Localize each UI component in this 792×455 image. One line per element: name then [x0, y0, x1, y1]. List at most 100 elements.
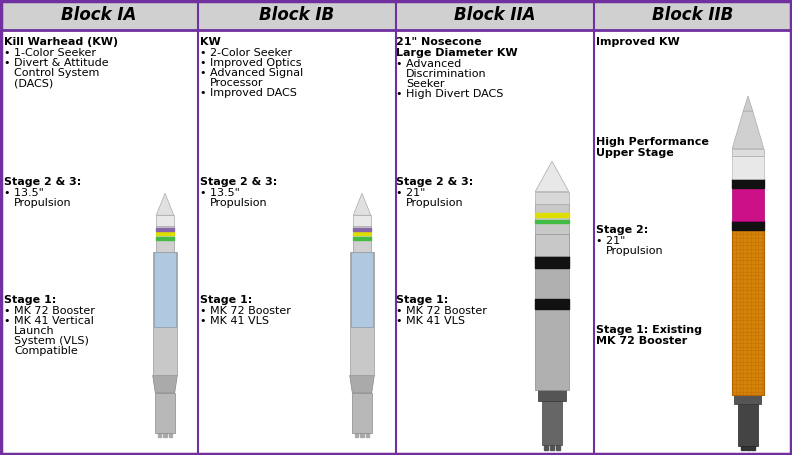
- Text: 21" Nosecone: 21" Nosecone: [396, 37, 482, 47]
- Text: Block IIB: Block IIB: [653, 6, 733, 24]
- Text: Propulsion: Propulsion: [210, 198, 268, 208]
- Bar: [733, 221, 763, 230]
- Bar: [158, 433, 162, 437]
- Bar: [0, 0, 198, 30]
- Bar: [352, 393, 371, 433]
- Bar: [535, 203, 569, 234]
- Bar: [746, 445, 750, 450]
- Text: Propulsion: Propulsion: [14, 198, 71, 208]
- Text: KW: KW: [200, 37, 221, 47]
- Text: MK 72 Booster: MK 72 Booster: [596, 336, 687, 346]
- Text: Large Diameter KW: Large Diameter KW: [396, 48, 518, 58]
- Bar: [353, 232, 371, 235]
- Bar: [155, 393, 175, 433]
- Bar: [752, 445, 755, 450]
- Bar: [366, 433, 369, 437]
- Text: Compatible: Compatible: [14, 346, 78, 356]
- Bar: [738, 404, 758, 445]
- Text: • MK 72 Booster: • MK 72 Booster: [4, 306, 95, 316]
- Text: • 13.5": • 13.5": [4, 188, 44, 198]
- Bar: [535, 220, 569, 223]
- Text: • 21": • 21": [596, 236, 626, 246]
- Bar: [542, 401, 562, 445]
- Polygon shape: [156, 193, 173, 215]
- Text: • MK 41 Vertical: • MK 41 Vertical: [4, 316, 94, 326]
- Text: Stage 1:: Stage 1:: [396, 295, 448, 305]
- Bar: [156, 226, 173, 252]
- Text: • Divert & Attitude: • Divert & Attitude: [4, 58, 109, 68]
- Text: • MK 41 VLS: • MK 41 VLS: [396, 316, 465, 326]
- Text: Seeker: Seeker: [406, 79, 444, 89]
- Text: Stage 1:: Stage 1:: [200, 295, 252, 305]
- Text: Control System: Control System: [14, 68, 99, 78]
- Bar: [594, 0, 792, 30]
- Bar: [163, 433, 167, 437]
- Bar: [353, 226, 371, 252]
- Bar: [733, 156, 763, 178]
- Bar: [544, 445, 548, 450]
- Text: • Improved Optics: • Improved Optics: [200, 58, 302, 68]
- Bar: [734, 395, 761, 404]
- Text: • 1-Color Seeker: • 1-Color Seeker: [4, 48, 96, 58]
- Text: • 2-Color Seeker: • 2-Color Seeker: [200, 48, 292, 58]
- Bar: [355, 433, 359, 437]
- Bar: [352, 252, 372, 327]
- Text: Stage 2:: Stage 2:: [596, 225, 648, 235]
- Text: Propulsion: Propulsion: [406, 198, 463, 208]
- Text: Improved KW: Improved KW: [596, 37, 680, 47]
- Text: • 13.5": • 13.5": [200, 188, 240, 198]
- Text: • Improved DACS: • Improved DACS: [200, 88, 297, 98]
- Bar: [353, 228, 371, 231]
- Text: • MK 72 Booster: • MK 72 Booster: [200, 306, 291, 316]
- Bar: [353, 215, 371, 226]
- Polygon shape: [153, 375, 177, 393]
- Bar: [156, 237, 173, 240]
- Polygon shape: [743, 96, 752, 111]
- Polygon shape: [353, 193, 371, 215]
- Text: Launch: Launch: [14, 326, 55, 336]
- Text: Kill Warhead (KW): Kill Warhead (KW): [4, 37, 118, 47]
- Bar: [733, 230, 763, 395]
- Text: System (VLS): System (VLS): [14, 336, 89, 346]
- Text: Stage 2 & 3:: Stage 2 & 3:: [4, 177, 82, 187]
- Text: (DACS): (DACS): [14, 78, 53, 88]
- Bar: [154, 252, 176, 327]
- Bar: [535, 213, 569, 217]
- Bar: [169, 433, 172, 437]
- Text: • MK 41 VLS: • MK 41 VLS: [200, 316, 269, 326]
- Bar: [550, 445, 554, 450]
- Bar: [535, 234, 569, 390]
- Bar: [535, 299, 569, 309]
- Text: • High Divert DACS: • High Divert DACS: [396, 89, 504, 99]
- Polygon shape: [733, 111, 763, 148]
- Bar: [535, 234, 569, 256]
- Bar: [733, 187, 763, 221]
- Text: Block IA: Block IA: [61, 6, 137, 24]
- Bar: [556, 445, 560, 450]
- Text: Block IIA: Block IIA: [455, 6, 535, 24]
- Text: Stage 2 & 3:: Stage 2 & 3:: [200, 177, 277, 187]
- Bar: [353, 237, 371, 240]
- Text: Propulsion: Propulsion: [606, 246, 664, 256]
- Bar: [350, 252, 375, 375]
- Bar: [396, 0, 594, 30]
- Bar: [535, 192, 569, 203]
- Text: • Advanced: • Advanced: [396, 59, 461, 69]
- Text: Discrimination: Discrimination: [406, 69, 486, 79]
- Bar: [153, 252, 177, 375]
- Text: Block IB: Block IB: [260, 6, 334, 24]
- Text: Stage 1:: Stage 1:: [4, 295, 56, 305]
- Text: • MK 72 Booster: • MK 72 Booster: [396, 306, 487, 316]
- Bar: [741, 445, 744, 450]
- Polygon shape: [350, 375, 375, 393]
- Text: Processor: Processor: [210, 78, 264, 88]
- Text: Stage 2 & 3:: Stage 2 & 3:: [396, 177, 474, 187]
- Text: High Performance: High Performance: [596, 137, 709, 147]
- Bar: [156, 228, 173, 231]
- Bar: [733, 178, 763, 187]
- Bar: [539, 390, 565, 401]
- Bar: [156, 232, 173, 235]
- Bar: [360, 433, 364, 437]
- Text: Upper Stage: Upper Stage: [596, 148, 674, 158]
- Bar: [156, 215, 173, 226]
